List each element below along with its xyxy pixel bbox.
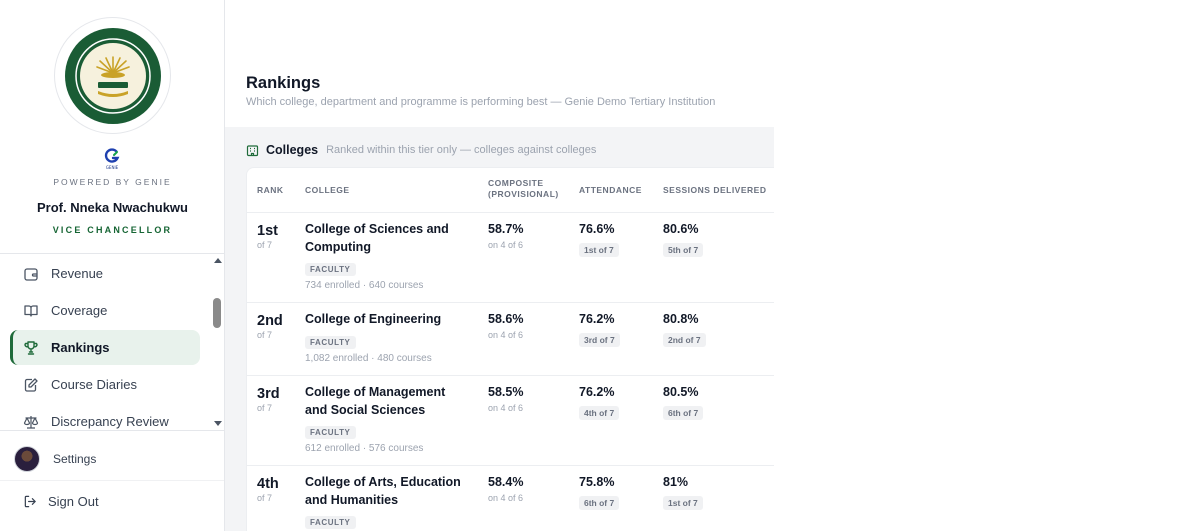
divider <box>247 375 774 376</box>
composite-value: 58.4% <box>488 475 524 489</box>
sidebar-item-label: Revenue <box>51 266 104 281</box>
attendance-value: 76.2% <box>579 312 615 326</box>
edit-document-icon <box>24 377 38 392</box>
sidebar-nav: Revenue Coverage Rankings Course Diaries… <box>0 254 224 430</box>
composite-value: 58.5% <box>488 385 524 399</box>
sessions-rank-badge: 5th of 7 <box>663 243 704 257</box>
composite-value: 58.7% <box>488 222 524 236</box>
sidebar-item-rankings[interactable]: Rankings <box>10 330 200 365</box>
sidebar-item-label: Course Diaries <box>51 377 137 392</box>
attendance-rank-badge: 4th of 7 <box>579 406 620 420</box>
column-header-attendance: ATTENDANCE <box>579 185 642 195</box>
sidebar-item-discrepancy-review[interactable]: Discrepancy Review <box>10 404 200 430</box>
sessions-value: 80.5% <box>663 385 699 399</box>
sidebar-item-label: Discrepancy Review <box>51 414 169 429</box>
faculty-tag: FACULTY <box>305 263 356 276</box>
attendance-rank-badge: 6th of 7 <box>579 496 620 510</box>
college-name: College of Engineering <box>305 312 442 326</box>
page-title: Rankings <box>246 74 321 92</box>
institution-seal-icon <box>65 28 161 124</box>
college-name: College of Management and Social Science… <box>305 385 446 417</box>
settings-button[interactable]: Settings <box>14 444 96 474</box>
rank-of: of 7 <box>257 330 273 340</box>
scroll-down-arrow-icon[interactable] <box>214 421 222 426</box>
rank-of: of 7 <box>257 403 273 413</box>
college-meta: 1,082 enrolled · 480 courses <box>305 353 432 364</box>
scale-icon <box>23 415 39 429</box>
rank-value: 2nd <box>257 313 283 329</box>
powered-by-label: POWERED BY GENIE <box>53 177 172 187</box>
sidebar-item-coverage[interactable]: Coverage <box>10 293 200 328</box>
sidebar-item-revenue[interactable]: Revenue <box>10 256 200 291</box>
tier-subtitle: Ranked within this tier only — colleges … <box>326 144 597 156</box>
tier-title: Colleges <box>266 143 319 157</box>
trophy-icon <box>24 340 38 355</box>
column-header-sessions: SESSIONS DELIVERED <box>663 185 767 195</box>
column-header-college: COLLEGE <box>305 185 350 195</box>
sign-out-label: Sign Out <box>48 493 99 509</box>
tier-header: Colleges Ranked within this tier only — … <box>246 143 596 157</box>
page-subtitle: Which college, department and programme … <box>246 96 716 108</box>
rank-value: 1st <box>257 223 278 239</box>
column-header-rank: RANK <box>257 185 284 195</box>
settings-label: Settings <box>53 452 97 466</box>
user-name: Prof. Nneka Nwachukwu <box>37 200 188 215</box>
sessions-rank-badge: 1st of 7 <box>663 496 703 510</box>
divider <box>0 430 224 431</box>
sidebar-scrollbar[interactable] <box>211 254 223 430</box>
sidebar-item-label: Rankings <box>51 340 110 355</box>
divider <box>247 302 774 303</box>
open-book-icon <box>24 304 38 317</box>
composite-sub: on 4 of 6 <box>488 493 524 503</box>
college-name: College of Arts, Education and Humanitie… <box>305 475 461 507</box>
divider <box>247 465 774 466</box>
faculty-tag: FACULTY <box>305 516 356 529</box>
composite-sub: on 4 of 6 <box>488 240 524 250</box>
sessions-value: 80.8% <box>663 312 699 326</box>
faculty-tag: FACULTY <box>305 336 356 349</box>
attendance-value: 76.2% <box>579 385 615 399</box>
faculty-tag: FACULTY <box>305 426 356 439</box>
sign-out-button[interactable]: Sign Out <box>23 490 99 512</box>
sessions-rank-badge: 2nd of 7 <box>663 333 706 347</box>
avatar <box>14 446 40 472</box>
sessions-rank-badge: 6th of 7 <box>663 406 704 420</box>
genie-logo-icon: GENIE <box>104 148 120 170</box>
scroll-up-arrow-icon[interactable] <box>214 258 222 263</box>
rank-of: of 7 <box>257 493 273 503</box>
rank-value: 4th <box>257 476 279 492</box>
rankings-table: RANK COLLEGE COMPOSITE (PROVISIONAL) ATT… <box>246 167 774 531</box>
user-role: VICE CHANCELLOR <box>52 225 173 235</box>
scrollbar-thumb[interactable] <box>213 298 221 328</box>
sidebar-item-course-diaries[interactable]: Course Diaries <box>10 367 200 402</box>
sessions-value: 81% <box>663 475 689 489</box>
building-icon <box>246 144 259 156</box>
column-header-composite: COMPOSITE (PROVISIONAL) <box>488 178 559 199</box>
composite-sub: on 4 of 6 <box>488 330 524 340</box>
college-name: College of Sciences and Computing <box>305 222 449 254</box>
svg-text:GENIE: GENIE <box>106 165 119 170</box>
sessions-value: 80.6% <box>663 222 699 236</box>
wallet-icon <box>24 267 38 281</box>
divider <box>247 212 774 213</box>
composite-value: 58.6% <box>488 312 524 326</box>
rank-value: 3rd <box>257 386 280 402</box>
divider <box>0 253 224 254</box>
divider <box>0 480 224 481</box>
composite-sub: on 4 of 6 <box>488 403 524 413</box>
sidebar: GENIE POWERED BY GENIE Prof. Nneka Nwach… <box>0 0 225 531</box>
college-meta: 612 enrolled · 576 courses <box>305 443 424 454</box>
sign-out-icon <box>24 495 36 507</box>
rank-of: of 7 <box>257 240 273 250</box>
attendance-rank-badge: 3rd of 7 <box>579 333 620 347</box>
institution-seal <box>54 17 171 134</box>
attendance-value: 75.8% <box>579 475 615 489</box>
sidebar-item-label: Coverage <box>51 303 108 318</box>
college-meta: 734 enrolled · 640 courses <box>305 280 424 291</box>
attendance-value: 76.6% <box>579 222 615 236</box>
rankings-panel: Colleges Ranked within this tier only — … <box>225 127 774 531</box>
attendance-rank-badge: 1st of 7 <box>579 243 619 257</box>
